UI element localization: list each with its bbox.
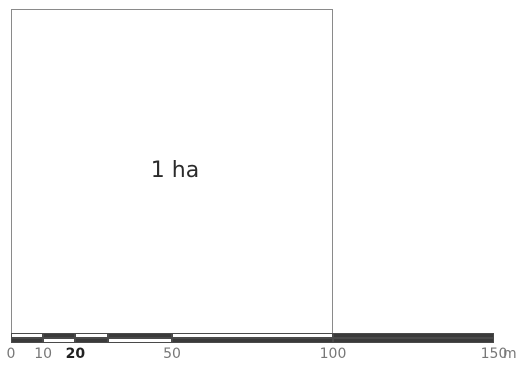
scale-tick-label-20: 20 [65,346,86,362]
scale-segment-100-150-top [333,333,494,338]
hectare-square [11,9,333,338]
scale-unit-label: m [503,346,517,362]
scale-tick-label-50: 50 [163,346,181,362]
scale-tick-label-100: 100 [319,346,347,362]
scale-tick-label-0: 0 [6,346,16,362]
scale-segment-0-10-top [11,333,44,338]
scale-segment-30-50-top [107,333,172,338]
scale-segment-10-20-bottom [43,338,76,343]
scale-tick-label-150: 150 [480,346,508,362]
scale-segment-50-100-bottom [172,338,333,343]
scale-segment-100-150-bottom [333,338,494,343]
scale-segment-20-30-top [75,333,108,338]
scale-segment-30-50-bottom [107,338,172,343]
scale-tick-label-10: 10 [34,346,53,362]
scale-segment-20-30-bottom [75,338,108,343]
scale-segment-50-100-top [172,333,333,338]
area-label: 1 ha [150,158,200,183]
scale-segment-10-20-top [43,333,76,338]
scale-segment-0-10-bottom [11,338,44,343]
